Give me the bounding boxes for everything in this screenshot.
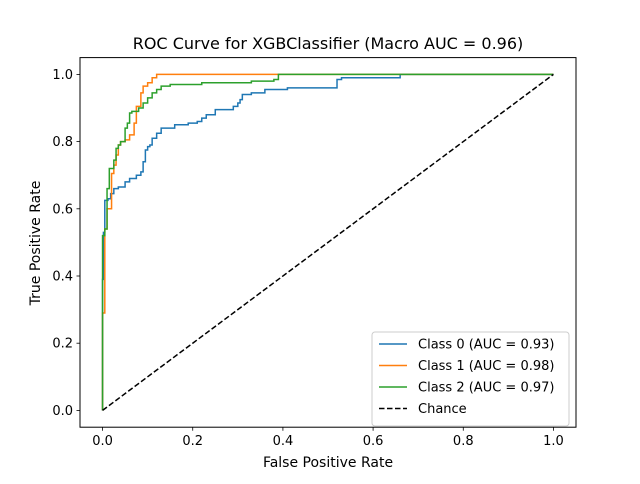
y-tick-label: 0.6 bbox=[52, 202, 73, 217]
y-tick-label: 0.2 bbox=[52, 337, 73, 352]
x-tick-label: 0.6 bbox=[363, 434, 384, 449]
x-tick-label: 0.8 bbox=[453, 434, 474, 449]
legend-label: Class 1 (AUC = 0.98) bbox=[418, 359, 554, 374]
x-tick-label: 1.0 bbox=[543, 434, 564, 449]
x-axis-ticks: 0.0 0.2 0.4 0.6 0.8 1.0 bbox=[92, 427, 564, 449]
legend-box bbox=[371, 331, 570, 427]
x-tick-label: 0.4 bbox=[273, 434, 294, 449]
y-tick-label: 0.8 bbox=[52, 135, 73, 150]
legend-label: Class 2 (AUC = 0.97) bbox=[418, 381, 554, 396]
chart-title: ROC Curve for XGBClassifier (Macro AUC =… bbox=[133, 34, 524, 53]
x-tick-label: 0.2 bbox=[182, 434, 203, 449]
roc-curve-class-1 bbox=[101, 73, 554, 411]
x-axis-label: False Positive Rate bbox=[263, 455, 393, 471]
y-tick-label: 0.4 bbox=[52, 270, 73, 285]
y-axis-ticks: 0.0 0.2 0.4 0.6 0.8 1.0 bbox=[52, 68, 80, 419]
y-tick-label: 0.0 bbox=[52, 404, 73, 419]
y-tick-label: 1.0 bbox=[52, 68, 73, 83]
chance-line bbox=[102, 73, 554, 412]
legend-label: Chance bbox=[418, 402, 467, 417]
plot-frame bbox=[79, 57, 577, 428]
roc-curve-class-2 bbox=[101, 73, 554, 411]
roc-curve-class-0 bbox=[101, 73, 554, 411]
legend: Class 0 (AUC = 0.93) Class 1 (AUC = 0.98)… bbox=[371, 331, 570, 427]
series-layer bbox=[101, 73, 554, 412]
y-axis-label: True Positive Rate bbox=[28, 181, 44, 307]
x-tick-label: 0.0 bbox=[92, 434, 113, 449]
legend-label: Class 0 (AUC = 0.93) bbox=[418, 338, 554, 353]
